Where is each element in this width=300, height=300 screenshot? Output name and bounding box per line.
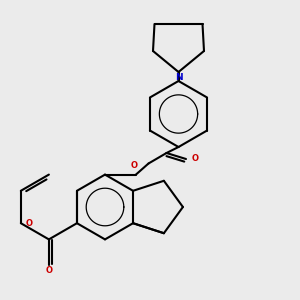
Text: O: O [192,154,199,163]
Text: O: O [131,161,138,170]
Text: O: O [26,219,33,228]
Text: O: O [45,266,52,275]
Text: N: N [175,74,182,82]
